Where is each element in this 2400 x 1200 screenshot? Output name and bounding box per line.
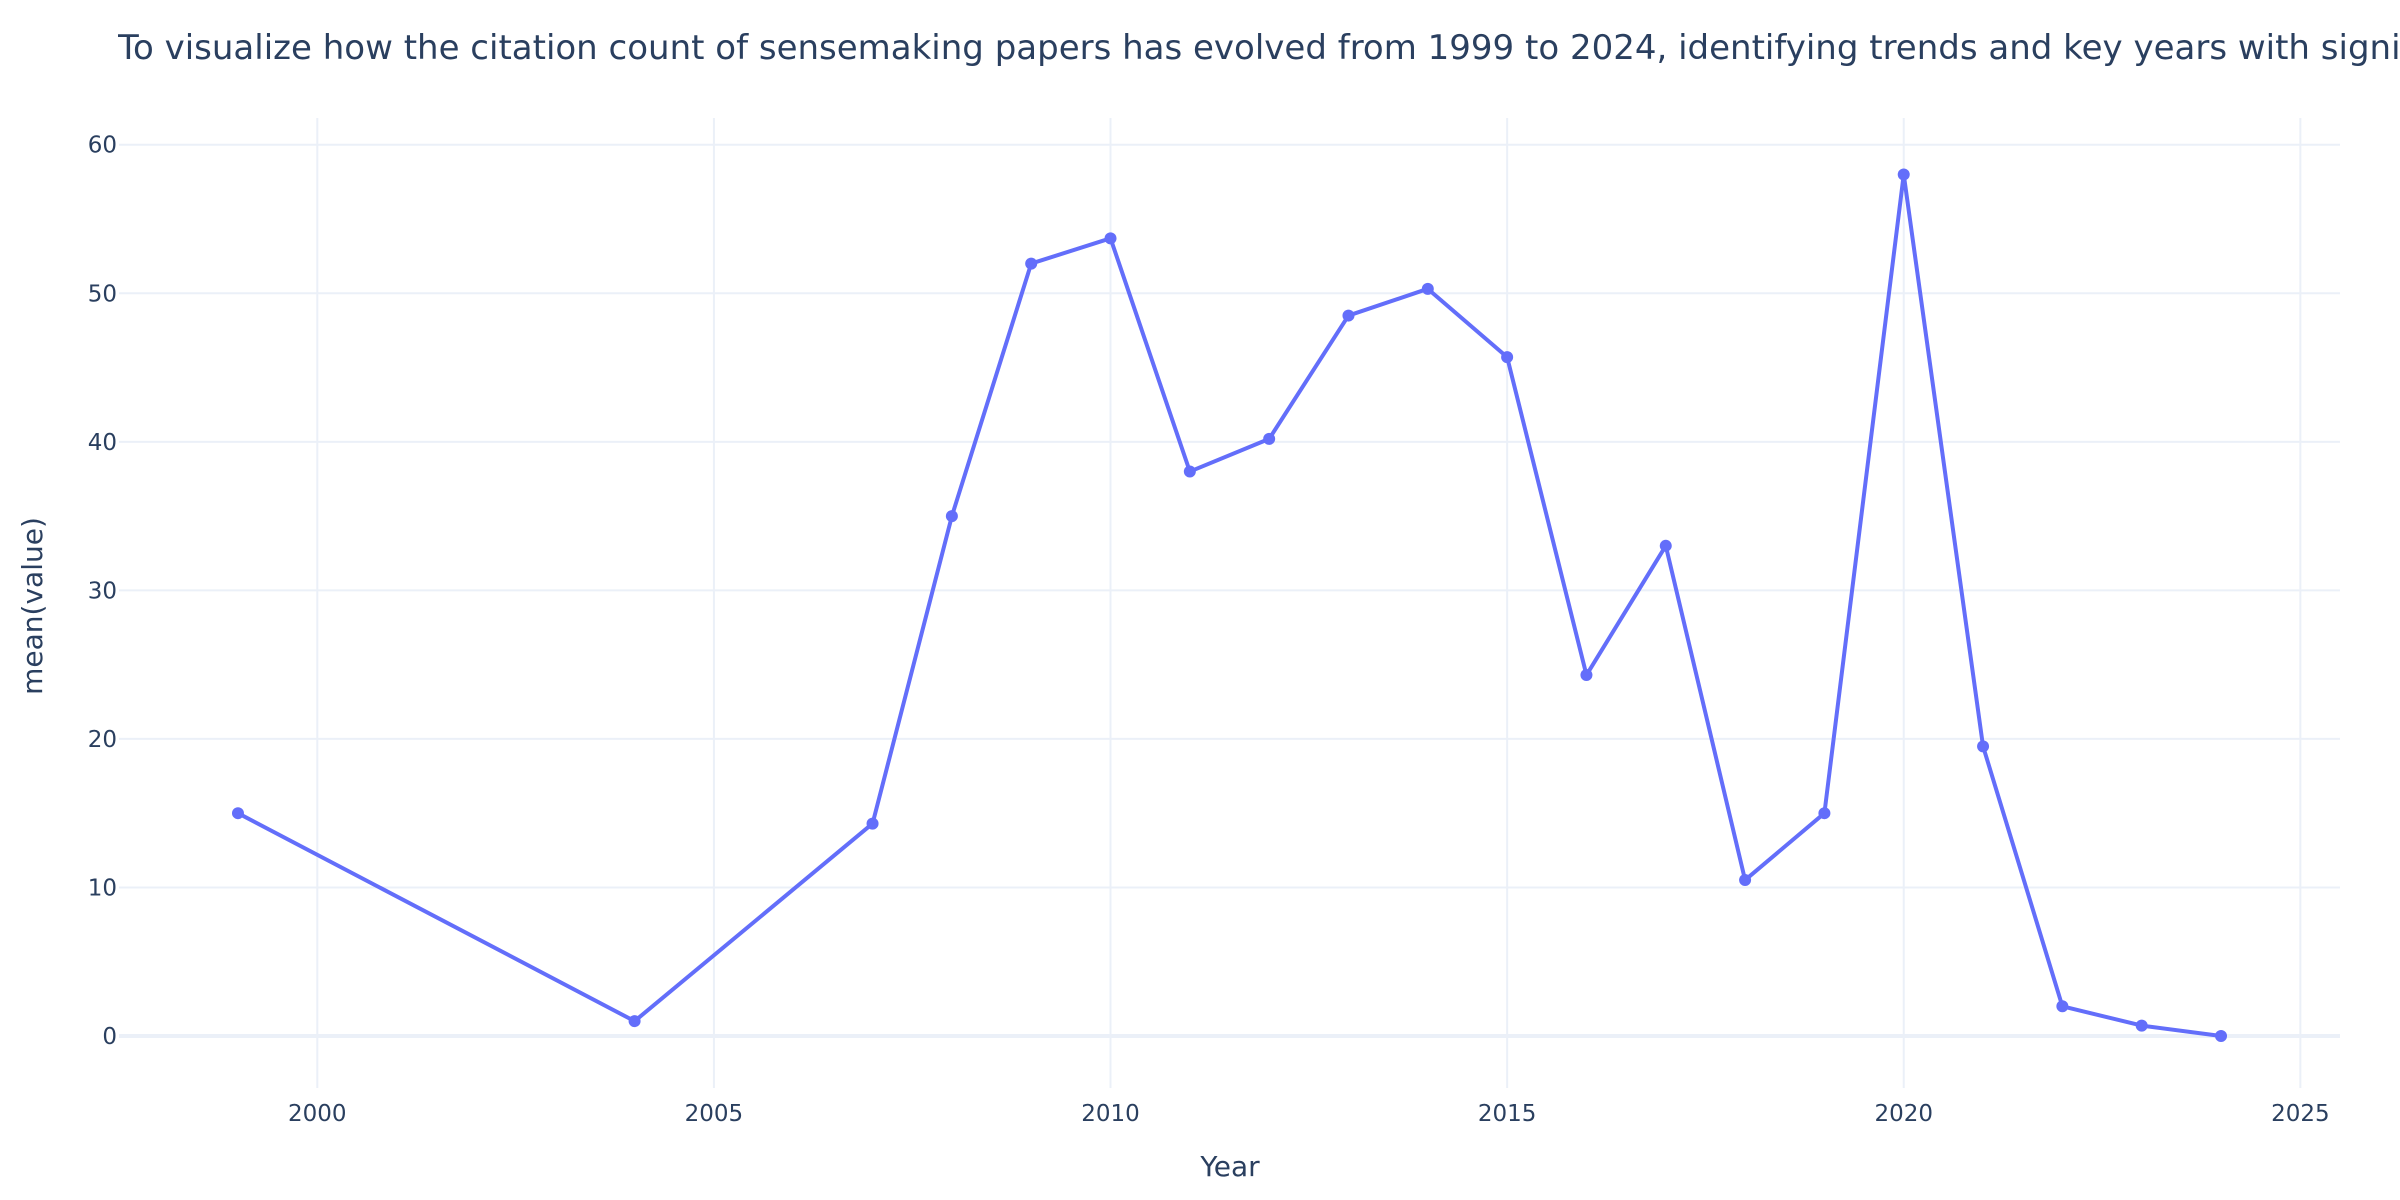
- x-tick-label: 2020: [1874, 1101, 1933, 1127]
- data-point[interactable]: [2056, 1000, 2069, 1013]
- data-series: [231, 168, 2228, 1043]
- data-point[interactable]: [1739, 874, 1752, 887]
- y-tick-label: 50: [88, 281, 117, 307]
- data-point[interactable]: [2215, 1030, 2228, 1043]
- y-axis-title: mean(value): [16, 517, 49, 695]
- series-line: [235, 172, 2224, 1039]
- data-point[interactable]: [1580, 669, 1593, 682]
- data-point[interactable]: [628, 1015, 641, 1028]
- data-point[interactable]: [1421, 282, 1434, 295]
- x-tick-label: 2015: [1478, 1101, 1537, 1127]
- y-tick-label: 60: [88, 133, 117, 159]
- data-point[interactable]: [1501, 351, 1514, 364]
- x-axis-ticks: 2000 2005 2010 2015 2020 2025: [288, 1101, 2330, 1127]
- data-point[interactable]: [1183, 465, 1196, 478]
- data-point[interactable]: [1818, 807, 1831, 820]
- x-tick-label: 2005: [685, 1101, 744, 1127]
- y-tick-label: 20: [88, 727, 117, 753]
- data-point[interactable]: [1659, 539, 1672, 552]
- y-tick-label: 0: [102, 1024, 117, 1050]
- data-point[interactable]: [1977, 740, 1990, 753]
- data-point[interactable]: [945, 510, 958, 523]
- x-tick-label: 2000: [288, 1101, 347, 1127]
- x-axis-title: Year: [1199, 1150, 1260, 1183]
- data-point[interactable]: [1025, 257, 1038, 270]
- grid-lines: [119, 118, 2340, 1088]
- data-point[interactable]: [1897, 168, 1910, 181]
- x-tick-label: 2025: [2271, 1101, 2330, 1127]
- data-point[interactable]: [2135, 1019, 2148, 1032]
- y-tick-label: 10: [88, 875, 117, 901]
- data-point[interactable]: [231, 807, 244, 820]
- chart-title: To visualize how the citation count of s…: [118, 28, 2400, 68]
- y-tick-label: 40: [88, 430, 117, 456]
- data-point[interactable]: [866, 817, 879, 830]
- y-tick-label: 30: [88, 578, 117, 604]
- data-point[interactable]: [1342, 309, 1355, 322]
- x-tick-label: 2010: [1081, 1101, 1140, 1127]
- data-point[interactable]: [1104, 232, 1117, 245]
- y-axis-ticks: 0 10 20 30 40 50 60: [88, 133, 117, 1050]
- data-point[interactable]: [1263, 432, 1276, 445]
